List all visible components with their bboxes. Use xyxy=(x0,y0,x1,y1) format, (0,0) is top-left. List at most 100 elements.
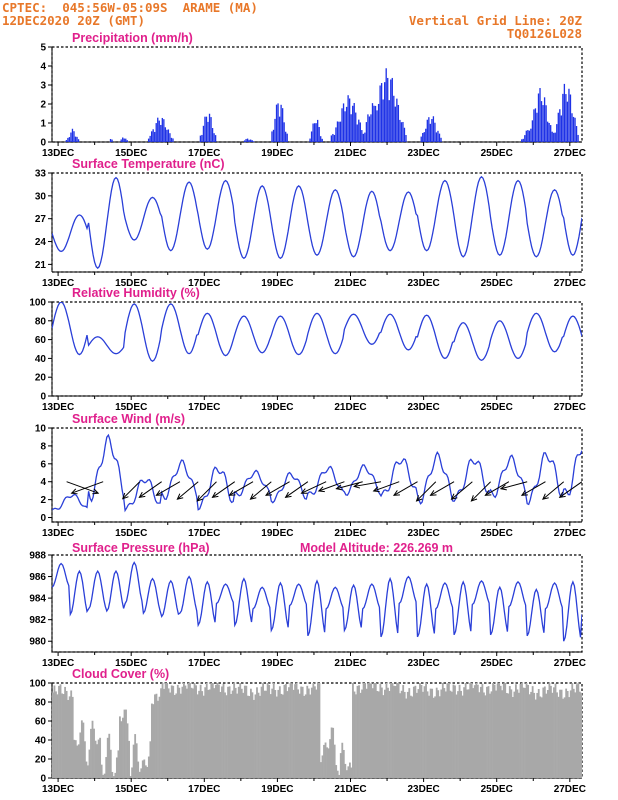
cloud-bar xyxy=(530,691,533,778)
precip-bar xyxy=(211,128,214,142)
precip-bar xyxy=(71,128,74,142)
precip-bar xyxy=(373,105,375,142)
precip-bar xyxy=(388,100,390,142)
x-tick-label: 21DEC xyxy=(334,278,366,289)
cloud-bar xyxy=(307,688,310,778)
cloud-bar xyxy=(330,727,333,778)
cloud-bar xyxy=(569,690,572,778)
cloud-bar xyxy=(190,687,193,778)
precip-bar xyxy=(344,111,346,142)
wind-vector xyxy=(393,481,418,496)
wind-vector xyxy=(500,481,528,490)
y-tick-label: 24 xyxy=(35,237,47,248)
cloud-bar xyxy=(321,755,324,778)
cloud-bar xyxy=(519,683,522,778)
precip-bar xyxy=(271,131,273,142)
precip-bar xyxy=(210,117,212,142)
x-tick-label: 13DEC xyxy=(42,402,74,413)
y-tick-label: 982 xyxy=(29,615,46,626)
precip-bar xyxy=(423,132,425,142)
cloud-bar xyxy=(189,683,191,778)
plot-area xyxy=(65,68,579,142)
precip-bar xyxy=(438,133,441,142)
y-tick-label: 100 xyxy=(29,679,46,690)
cloud-bar xyxy=(76,745,79,778)
x-tick-label: 27DEC xyxy=(554,528,586,539)
cloud-bar xyxy=(77,744,80,778)
cloud-bar xyxy=(198,690,201,778)
cloud-bar xyxy=(224,692,226,778)
cloud-bar xyxy=(216,683,219,778)
precip-bar xyxy=(199,135,202,142)
precip-bar xyxy=(249,139,252,142)
cloud-bar xyxy=(83,741,86,778)
cloud-bar xyxy=(507,693,510,778)
cloud-bar xyxy=(298,693,301,778)
cloud-bar xyxy=(384,689,386,778)
cloud-bar xyxy=(499,685,502,778)
cloud-bar xyxy=(128,740,130,778)
cloud-bar xyxy=(528,694,531,778)
precip-bar xyxy=(425,128,427,142)
precip-bar xyxy=(553,132,555,142)
cloud-bar xyxy=(527,684,529,778)
cloud-bar xyxy=(111,771,114,778)
y-tick-label: 40 xyxy=(35,736,47,747)
precip-bar xyxy=(170,137,173,142)
y-tick-label: 10 xyxy=(35,424,47,435)
cloud-bar xyxy=(446,683,449,778)
cloud-bar xyxy=(502,683,505,778)
cloud-bar xyxy=(431,688,434,778)
cloud-bar xyxy=(274,690,277,778)
precip-bar xyxy=(353,102,355,142)
cloud-bar xyxy=(470,683,473,778)
cloud-bar xyxy=(484,695,487,778)
panel-cloud: Cloud Cover (%) 0 20 40 60 80 100 13DEC 15DEC 17D… xyxy=(29,667,586,795)
precip-bar xyxy=(557,112,559,142)
cloud-bar xyxy=(522,687,525,778)
precip-bar xyxy=(402,121,404,142)
cloud-bar xyxy=(137,761,140,778)
cloud-bar xyxy=(201,691,204,778)
wind-vector-head xyxy=(300,488,308,494)
precip-bar xyxy=(377,103,380,142)
precip-bar xyxy=(286,133,288,142)
precip-bar xyxy=(345,106,348,142)
cloud-bar xyxy=(126,723,129,778)
header-model-id: TQ0126L028 xyxy=(506,26,582,41)
precip-bar xyxy=(205,116,208,142)
panel-title: Relative Humidity (%) xyxy=(72,286,200,300)
cloud-bar xyxy=(144,765,147,778)
precip-bar xyxy=(435,132,438,142)
cloud-bar xyxy=(257,692,260,778)
precip-bar xyxy=(150,131,153,142)
cloud-bar xyxy=(444,691,447,778)
cloud-bar xyxy=(163,688,166,778)
cloud-bar xyxy=(275,696,278,778)
x-tick-label: 17DEC xyxy=(188,402,220,413)
cloud-bar xyxy=(461,695,464,778)
precip-bar xyxy=(158,120,160,142)
cloud-bar xyxy=(175,693,178,778)
cloud-bar xyxy=(122,717,124,778)
x-tick-label: 19DEC xyxy=(261,402,293,413)
precip-bar xyxy=(169,133,171,142)
y-tick-label: 100 xyxy=(29,298,46,309)
precip-bar xyxy=(577,134,579,142)
x-tick-label: 15DEC xyxy=(115,528,147,539)
cloud-bar xyxy=(539,696,542,778)
precip-bar xyxy=(432,116,435,142)
cloud-bar xyxy=(516,689,519,778)
cloud-bar xyxy=(400,690,403,778)
panel-annotation: Model Altitude: 226.269 m xyxy=(300,541,453,555)
panel-wind: Surface Wind (m/s) 0 2 4 6 8 10 13DEC 15DEC 17DEC… xyxy=(35,412,586,539)
cloud-bar xyxy=(578,691,581,778)
cloud-bar xyxy=(262,683,264,778)
wind-vector xyxy=(559,481,582,498)
cloud-bar xyxy=(320,762,322,778)
y-tick-label: 60 xyxy=(35,335,47,346)
wind-vector-head xyxy=(335,484,343,491)
precip-bar xyxy=(554,132,556,142)
cloud-bar xyxy=(411,696,414,778)
precip-bar xyxy=(565,94,567,142)
